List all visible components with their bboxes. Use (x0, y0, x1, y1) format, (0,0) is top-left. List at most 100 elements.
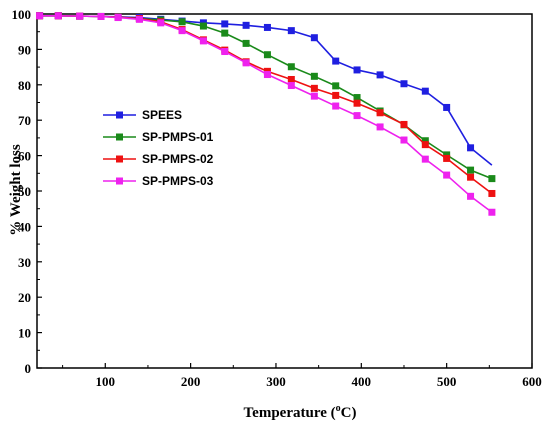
data-point (467, 173, 475, 181)
y-tick-label: 90 (18, 42, 31, 57)
data-point (310, 92, 318, 100)
x-tick-label: 100 (96, 374, 116, 389)
data-point (199, 37, 207, 45)
data-point (467, 192, 475, 200)
data-point (353, 66, 361, 74)
y-tick-label: 50 (18, 184, 31, 199)
data-point (287, 63, 295, 71)
y-tick-label: 70 (18, 113, 31, 128)
series-line (39, 14, 493, 195)
data-point (400, 80, 408, 88)
legend-label: SP-PMPS-03 (142, 174, 214, 188)
data-point (287, 82, 295, 90)
data-point (310, 72, 318, 80)
data-point (376, 71, 384, 79)
data-point (287, 75, 295, 83)
data-point (376, 123, 384, 131)
legend-label: SPEES (142, 108, 182, 122)
data-point (114, 14, 122, 22)
x-axis-ticks: 100 200 300 400 500 600 (62, 363, 542, 389)
series-sp-pmps-03 (36, 12, 496, 216)
data-point (467, 166, 475, 174)
data-point (97, 12, 105, 20)
legend-label: SP-PMPS-02 (142, 152, 214, 166)
y-axis-title: % Weight loss (8, 144, 24, 236)
data-point (178, 27, 186, 35)
x-tick-label: 400 (352, 374, 372, 389)
legend-swatch-marker (116, 111, 123, 119)
legend-swatch-marker (116, 177, 123, 185)
data-point (376, 109, 384, 117)
data-point (353, 94, 361, 102)
data-point (353, 99, 361, 107)
data-point (287, 27, 295, 35)
data-point (242, 21, 250, 29)
data-point (242, 39, 250, 47)
y-axis-ticks: 0 10 20 30 40 50 60 70 80 90 100 (12, 7, 42, 376)
data-point (443, 154, 451, 162)
data-point (221, 20, 229, 28)
data-point (488, 175, 496, 183)
legend-label: SP-PMPS-01 (142, 130, 214, 144)
data-point (421, 87, 429, 95)
series-sp-pmps-02 (36, 12, 496, 197)
y-tick-label: 10 (18, 326, 31, 341)
legend-item: SP-PMPS-01 (103, 130, 214, 144)
legend-swatch-marker (116, 155, 123, 163)
legend-item: SP-PMPS-03 (103, 174, 214, 188)
data-point (443, 171, 451, 179)
data-point (310, 34, 318, 42)
data-point (353, 112, 361, 120)
plot-area (36, 13, 533, 369)
data-point (421, 155, 429, 163)
y-tick-label: 40 (18, 219, 31, 234)
data-point (157, 19, 165, 27)
y-tick-label: 100 (12, 7, 32, 22)
data-point (135, 15, 143, 23)
data-point (310, 84, 318, 92)
series-line (39, 14, 493, 180)
x-tick-label: 300 (266, 374, 286, 389)
data-point (199, 22, 207, 30)
x-tick-label: 500 (437, 374, 457, 389)
x-axis-title: Temperature (oC) (244, 403, 357, 421)
y-tick-label: 0 (25, 361, 32, 376)
series-line (39, 14, 493, 213)
data-point (488, 208, 496, 216)
data-point (263, 23, 271, 31)
data-point (221, 29, 229, 37)
plot-frame (36, 13, 533, 369)
data-point (467, 144, 475, 152)
data-point (400, 136, 408, 144)
x-tick-label: 600 (522, 374, 542, 389)
data-point (54, 12, 62, 20)
data-point (263, 71, 271, 79)
data-point (421, 141, 429, 149)
legend-swatch-marker (116, 133, 123, 141)
data-point (178, 18, 186, 26)
y-tick-label: 80 (18, 78, 31, 93)
data-point (488, 189, 496, 197)
data-point (421, 137, 429, 145)
series-layer (36, 12, 496, 216)
data-point (443, 103, 451, 111)
y-tick-label: 20 (18, 290, 31, 305)
data-point (443, 151, 451, 159)
data-point (36, 12, 44, 20)
data-point (221, 48, 229, 56)
y-tick-label: 30 (18, 255, 31, 270)
data-point (263, 51, 271, 59)
y-tick-label: 60 (18, 149, 31, 164)
data-point (76, 12, 84, 20)
x-tick-label: 200 (181, 374, 201, 389)
data-point (400, 120, 408, 128)
legend-item: SPEES (103, 108, 182, 122)
data-point (332, 57, 340, 65)
data-point (332, 91, 340, 99)
data-point (332, 102, 340, 110)
legend-item: SP-PMPS-02 (103, 152, 214, 166)
legend: SPEES SP-PMPS-01 SP-PMPS-02 SP-PMPS-03 (103, 108, 214, 188)
data-point (332, 82, 340, 90)
data-point (242, 59, 250, 67)
